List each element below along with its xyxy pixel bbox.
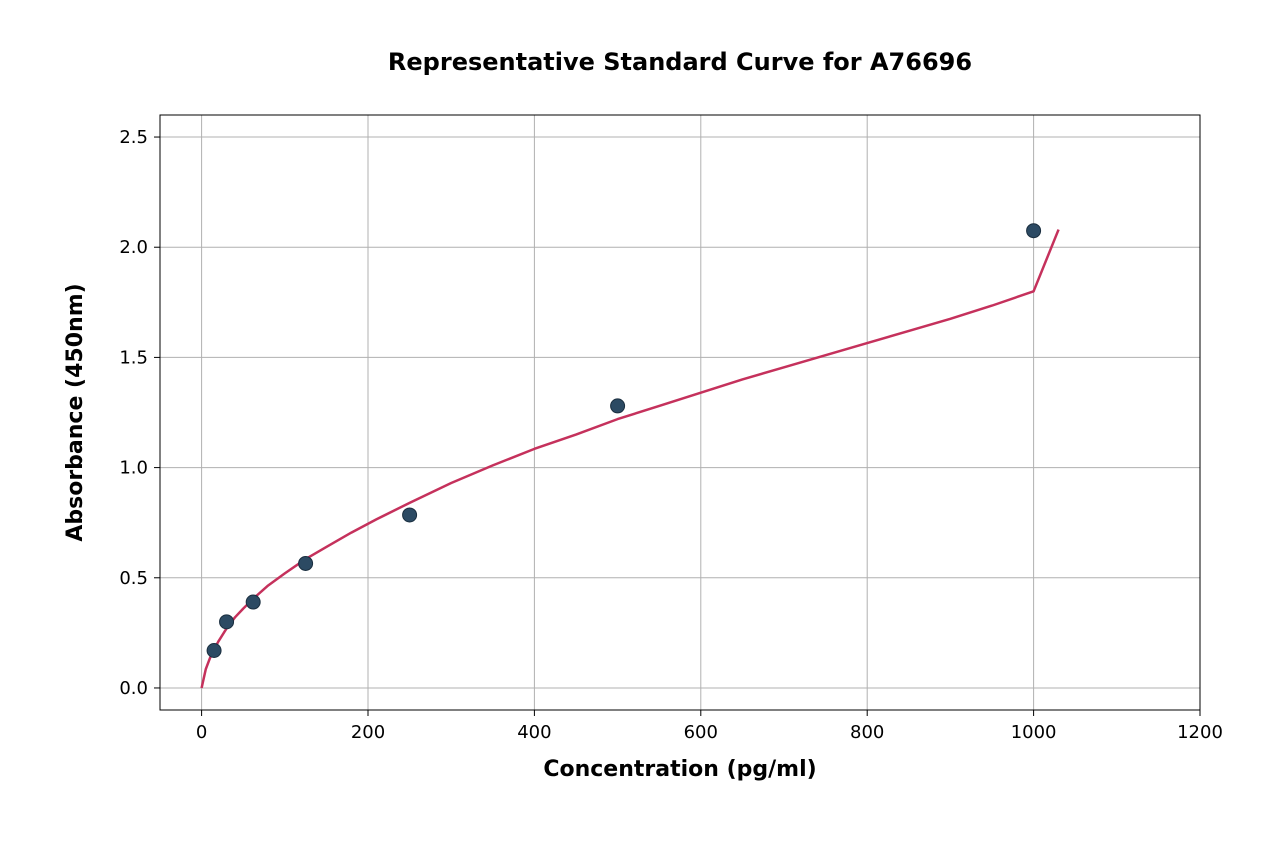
data-point bbox=[207, 644, 221, 658]
data-point bbox=[299, 556, 313, 570]
x-tick-label: 600 bbox=[684, 722, 718, 743]
chart-title: Representative Standard Curve for A76696 bbox=[388, 48, 972, 76]
y-tick-label: 2.5 bbox=[119, 127, 148, 148]
x-tick-label: 200 bbox=[351, 722, 385, 743]
data-point bbox=[1027, 224, 1041, 238]
data-point bbox=[246, 595, 260, 609]
x-tick-label: 1200 bbox=[1177, 722, 1223, 743]
y-tick-label: 0.5 bbox=[119, 568, 148, 589]
y-tick-label: 1.0 bbox=[119, 458, 148, 479]
standard-curve-chart: 0 200 400 600 800 1000 1200 0.0 0.5 1.0 1.5 2.0 2.5 C… bbox=[0, 0, 1280, 845]
y-tick-label: 0.0 bbox=[119, 678, 148, 699]
data-point bbox=[403, 508, 417, 522]
x-axis-label: Concentration (pg/ml) bbox=[543, 757, 816, 782]
y-axis-label: Absorbance (450nm) bbox=[63, 283, 88, 541]
data-point bbox=[611, 399, 625, 413]
x-tick-label: 800 bbox=[850, 722, 884, 743]
y-tick-label: 1.5 bbox=[119, 347, 148, 368]
x-tick-label: 400 bbox=[517, 722, 551, 743]
x-tick-label: 1000 bbox=[1011, 722, 1057, 743]
chart-container: 0 200 400 600 800 1000 1200 0.0 0.5 1.0 1.5 2.0 2.5 C… bbox=[0, 0, 1280, 845]
y-tick-label: 2.0 bbox=[119, 237, 148, 258]
data-point bbox=[220, 615, 234, 629]
x-tick-label: 0 bbox=[196, 722, 207, 743]
